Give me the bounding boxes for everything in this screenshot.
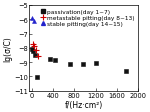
Point bbox=[69, 63, 71, 65]
Point bbox=[36, 77, 38, 78]
Point bbox=[82, 63, 84, 65]
Point bbox=[35, 50, 37, 51]
Legend: passivation(day 1~7), metastable pitting(day 8~13), stable pitting(day 14~15): passivation(day 1~7), metastable pitting… bbox=[40, 9, 135, 27]
Point bbox=[33, 46, 35, 48]
Point bbox=[34, 55, 36, 56]
Point bbox=[53, 60, 56, 61]
X-axis label: f/(Hz·cm²): f/(Hz·cm²) bbox=[64, 100, 103, 109]
Point bbox=[37, 55, 39, 57]
Point bbox=[32, 50, 34, 52]
Point bbox=[31, 44, 34, 46]
Point bbox=[31, 48, 33, 50]
Point bbox=[49, 59, 52, 61]
Point bbox=[33, 21, 35, 22]
Y-axis label: lg(σ/C): lg(σ/C) bbox=[3, 36, 12, 61]
Point bbox=[31, 18, 34, 20]
Point bbox=[94, 62, 97, 64]
Point bbox=[125, 70, 128, 72]
